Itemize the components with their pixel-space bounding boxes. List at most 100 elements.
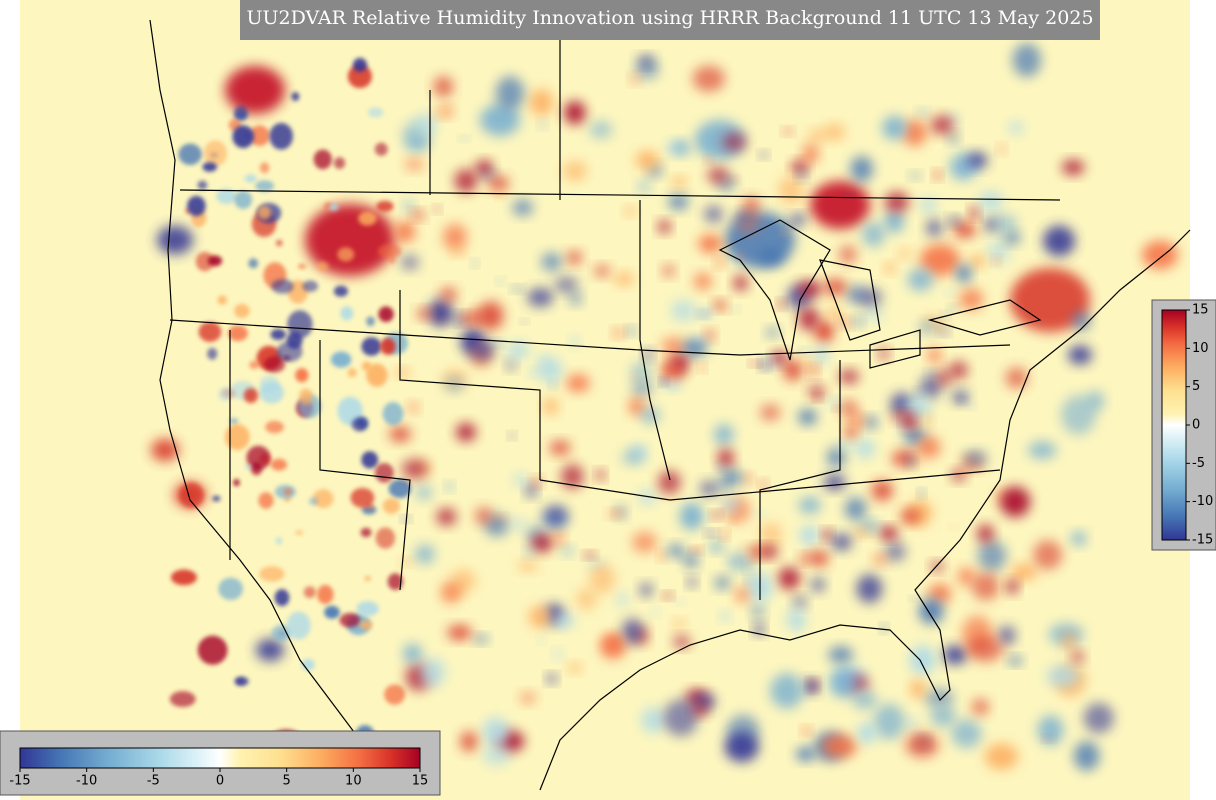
blob <box>855 438 875 459</box>
blob <box>667 543 685 558</box>
blob <box>933 170 942 180</box>
blob <box>420 657 446 688</box>
blob <box>1142 240 1178 270</box>
blob <box>882 115 907 140</box>
blob <box>283 488 293 495</box>
blob <box>727 552 747 571</box>
blob <box>772 351 787 365</box>
blob <box>807 129 828 143</box>
blob <box>436 508 457 526</box>
blob <box>637 55 655 67</box>
blob <box>561 545 574 556</box>
blob <box>367 107 384 118</box>
blob <box>949 304 958 311</box>
blob <box>589 563 616 594</box>
blob <box>474 634 488 644</box>
tick-label: -10 <box>76 774 97 789</box>
blob <box>302 280 319 292</box>
blob <box>218 577 244 601</box>
blob <box>552 613 576 628</box>
blob <box>826 446 846 469</box>
blob <box>1072 311 1091 332</box>
blob <box>287 310 313 339</box>
blob <box>920 244 960 276</box>
blob <box>232 125 254 149</box>
blob <box>303 586 316 599</box>
blob <box>813 345 829 364</box>
blob <box>197 180 208 190</box>
blob <box>840 399 857 417</box>
blob <box>743 473 753 484</box>
blob <box>637 180 651 193</box>
blob <box>249 125 270 146</box>
blob <box>195 251 214 272</box>
blob <box>258 492 274 509</box>
blob <box>963 450 988 467</box>
blob <box>275 537 282 545</box>
blob <box>270 458 288 471</box>
blob <box>884 262 896 274</box>
blob <box>844 497 867 521</box>
tick-label: 5 <box>1192 379 1200 394</box>
blob <box>910 172 921 180</box>
blob <box>157 225 193 255</box>
blob <box>857 288 883 307</box>
blob <box>945 289 955 297</box>
blob <box>197 635 228 665</box>
blob <box>668 194 689 210</box>
blob <box>977 524 994 543</box>
blob <box>778 567 801 590</box>
blob <box>1068 345 1092 365</box>
blob <box>695 337 703 345</box>
blob <box>898 248 911 260</box>
blob <box>244 174 257 183</box>
blob <box>517 559 539 573</box>
blob <box>822 529 832 540</box>
blob <box>566 250 582 265</box>
blob <box>621 449 645 466</box>
blob <box>401 558 413 566</box>
blob <box>1071 531 1087 546</box>
blob <box>413 113 437 136</box>
blob <box>930 705 956 727</box>
blob <box>259 375 280 394</box>
blob <box>567 662 582 673</box>
blob <box>276 341 303 362</box>
blob <box>871 480 893 501</box>
blob <box>967 404 976 410</box>
blob <box>333 157 346 169</box>
blob <box>792 159 809 173</box>
blob <box>799 524 819 546</box>
blob <box>698 363 706 372</box>
blob <box>731 306 739 313</box>
blob <box>394 221 416 243</box>
blob <box>447 625 472 641</box>
blob <box>738 251 745 259</box>
blob <box>235 676 249 686</box>
blob <box>714 576 730 590</box>
blob <box>927 347 942 364</box>
blob <box>459 313 475 325</box>
blob <box>850 156 873 183</box>
blob <box>917 108 928 117</box>
blob <box>844 426 858 440</box>
blob <box>777 300 786 309</box>
blob <box>753 622 765 636</box>
blob <box>275 239 283 247</box>
blob <box>997 144 1006 154</box>
blob <box>724 732 759 763</box>
blob <box>333 285 349 297</box>
blob <box>810 181 870 229</box>
blob <box>271 624 292 642</box>
blob <box>928 583 952 604</box>
blob <box>902 414 917 430</box>
blob <box>662 264 675 277</box>
blob <box>918 489 925 498</box>
blob <box>920 414 932 426</box>
blob <box>735 210 754 225</box>
colorbar <box>1161 309 1187 541</box>
blob <box>907 717 918 730</box>
blob <box>244 464 252 470</box>
blob <box>916 436 941 459</box>
